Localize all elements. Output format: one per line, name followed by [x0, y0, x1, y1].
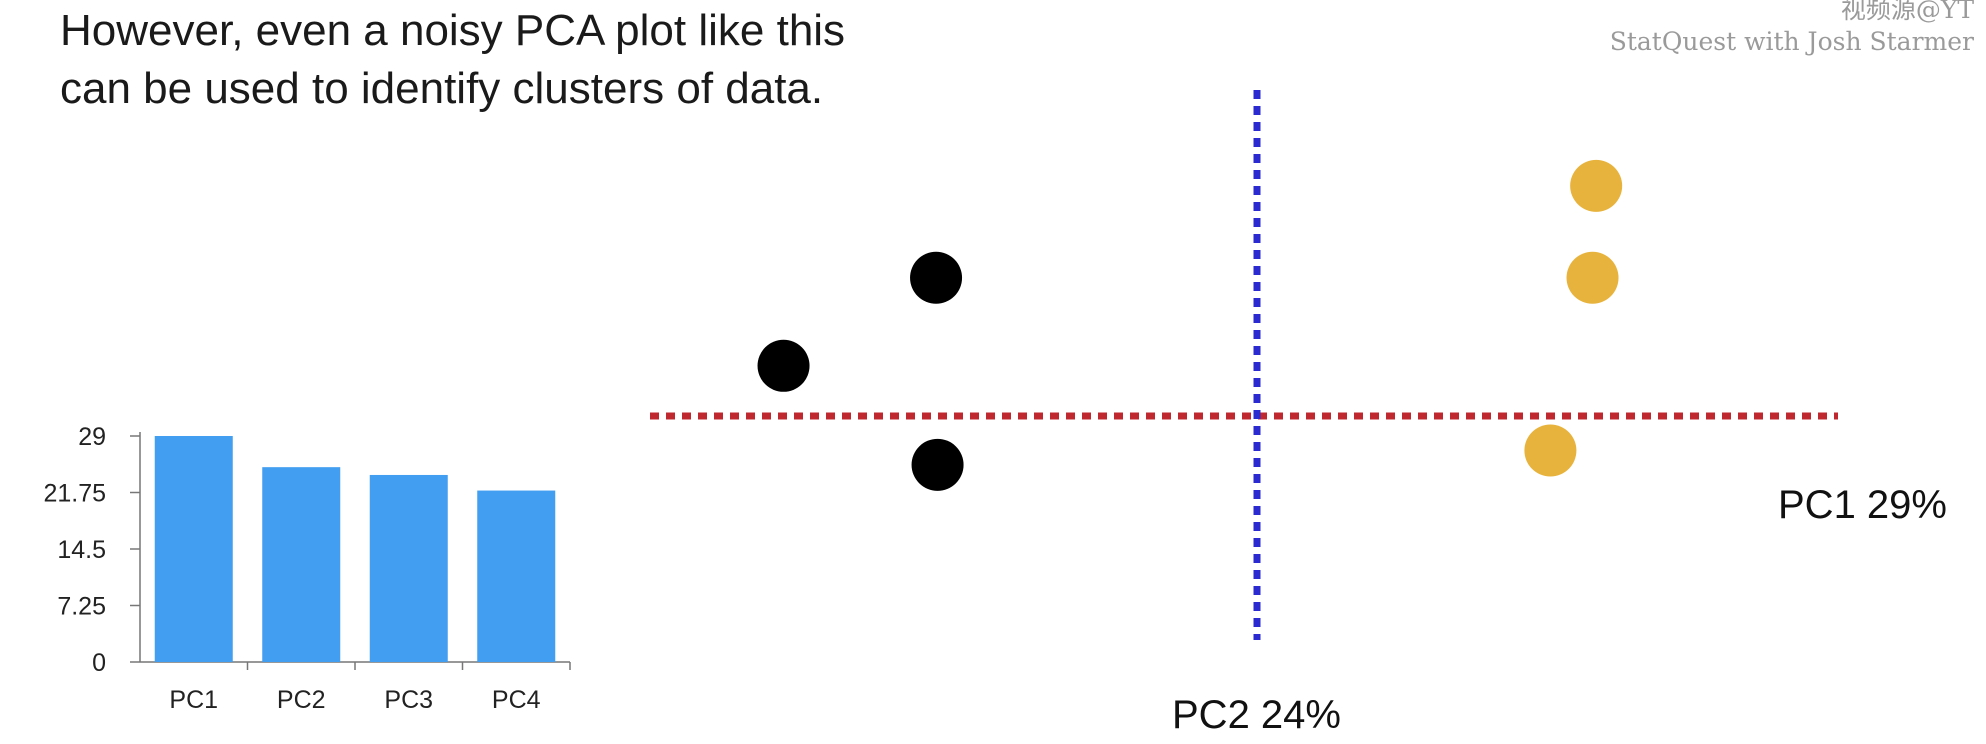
scatter-point: [910, 251, 963, 304]
scatter-points: [757, 159, 1623, 491]
bar-chart-bars: [154, 436, 556, 662]
bar-pc1: [154, 436, 233, 662]
bar-y-tick-label: 29: [78, 423, 106, 451]
watermark: 视频源@YT StatQuest with Josh Starmer: [1610, 0, 1974, 58]
bar-x-tick-label: PC3: [384, 686, 433, 714]
scatter-axes: [650, 90, 1838, 640]
x-axis-label: PC1 29%: [1778, 483, 1947, 527]
scatter-point: [911, 438, 964, 491]
caption-line-1: However, even a noisy PCA plot like this: [60, 6, 846, 55]
bar-x-tick-label: PC4: [492, 686, 541, 714]
bar-y-tick-label: 21.75: [43, 480, 106, 508]
bar-pc3: [369, 474, 448, 662]
scatter-point: [1524, 424, 1577, 477]
bar-pc4: [477, 490, 556, 662]
bar-pc2: [262, 467, 341, 662]
scatter-point: [757, 339, 810, 392]
caption-line-2: can be used to identify clusters of data…: [60, 64, 824, 113]
bar-chart-x-ticks: PC1 PC2 PC3 PC4: [169, 686, 540, 714]
slide-caption: However, even a noisy PCA plot like this…: [60, 2, 845, 118]
scatter-point: [1570, 159, 1623, 212]
scatter-point: [1566, 251, 1619, 304]
watermark-line-1: 视频源@YT: [1840, 0, 1974, 24]
bar-y-tick-label: 0: [92, 649, 106, 677]
bar-y-tick-label: 7.25: [57, 593, 106, 621]
y-axis-label: PC2 24%: [1172, 693, 1341, 737]
watermark-line-2: StatQuest with Josh Starmer: [1609, 27, 1974, 56]
bar-x-tick-label: PC1: [169, 686, 218, 714]
bar-y-tick-label: 14.5: [57, 536, 106, 564]
bar-chart-y-ticks: 0 7.25 14.5 21.75 29: [43, 423, 106, 677]
bar-x-tick-label: PC2: [277, 686, 326, 714]
